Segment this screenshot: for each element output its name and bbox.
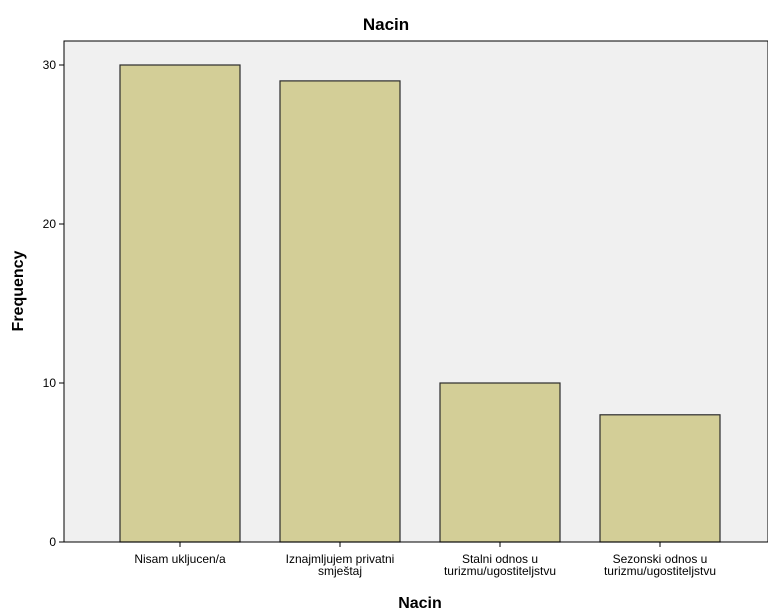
y-tick-label: 10: [43, 376, 57, 390]
bar: [279, 80, 401, 543]
chart-title: Nacin: [363, 15, 409, 34]
x-tick-label: Iznajmljujem privatni smještaj: [286, 552, 395, 578]
axes-group: 0 10 20 30 Nisam ukljucen/a Iznajmljujem priv…: [43, 41, 768, 578]
x-tick-label: Stalni odnos u turizmu/ugostiteljstvu: [444, 552, 556, 578]
bar: [599, 414, 721, 543]
bar: [119, 64, 241, 543]
y-tick-label: 0: [49, 535, 56, 549]
y-tick-label: 30: [43, 58, 57, 72]
bar: [439, 382, 561, 543]
y-tick-label: 20: [43, 217, 57, 231]
x-tick-label: Nisam ukljucen/a: [134, 552, 226, 566]
y-axis-title: Frequency: [10, 250, 27, 331]
x-tick-label: Sezonski odnos u turizmu/ugostiteljstvu: [604, 552, 716, 578]
x-axis-title: Nacin: [398, 595, 442, 610]
